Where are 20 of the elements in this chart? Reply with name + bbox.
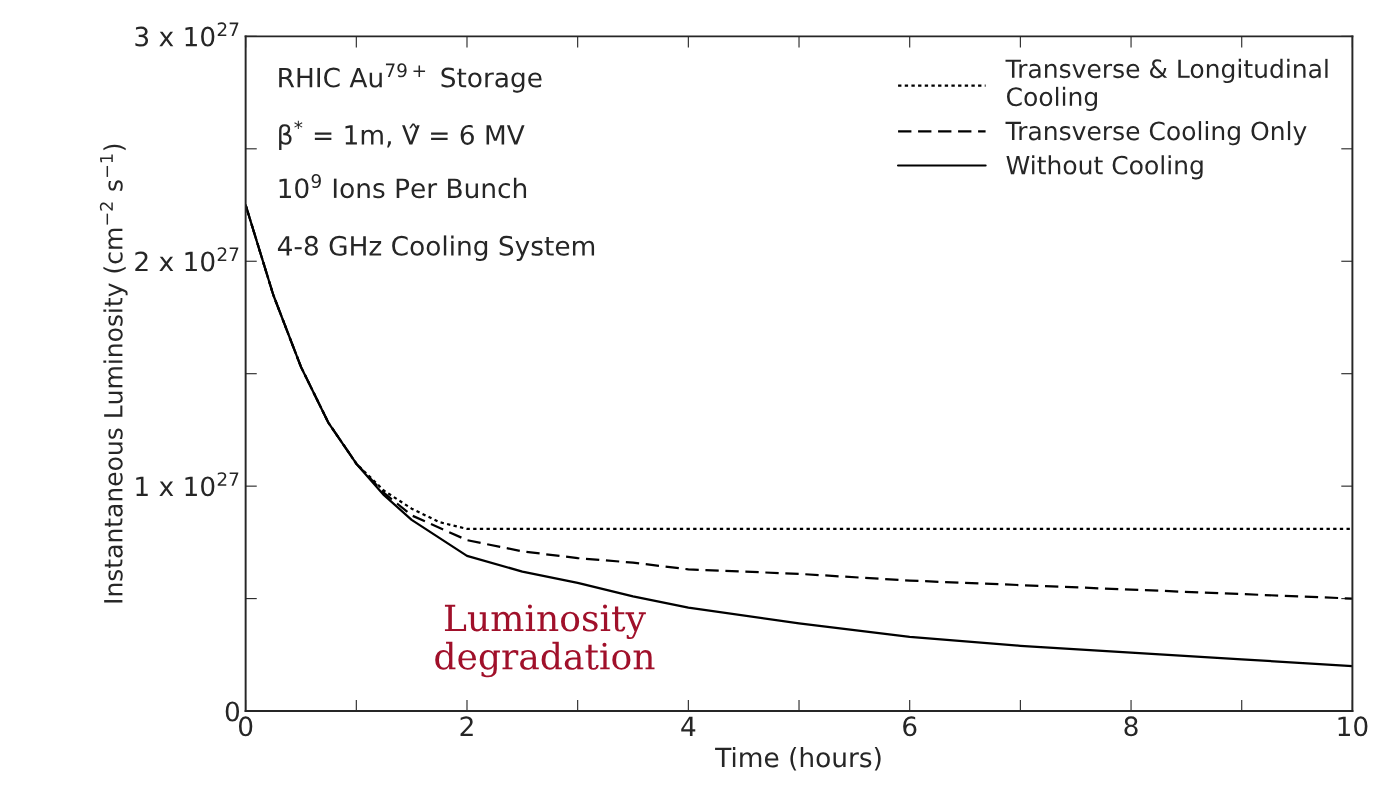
x-tick-label: 10: [1338, 716, 1368, 737]
annotation: 4-8 GHz Cooling System: [277, 235, 595, 261]
legend-label: Without Cooling: [1006, 155, 1203, 180]
legend-label: Transverse & Longitudinal Cooling: [1005, 58, 1328, 112]
annotation: Luminosity degradation: [435, 604, 655, 678]
x-tick-label: 8: [1124, 716, 1138, 737]
x-tick-label: 0: [238, 716, 253, 737]
annotation: 10$^{9}$ Ions Per Bunch: [279, 174, 527, 199]
x-tick-label: 2: [460, 716, 473, 736]
y-tick-label: 2 x 10$^{27}$: [135, 247, 239, 272]
annotation: β$^{*}$ = 1m, V̂ = 6 MV: [279, 120, 525, 150]
y-tick-label: 1 x 10$^{27}$: [136, 472, 239, 497]
y-axis-title: Instantaneous Luminosity (cm$^{−2}$ s$^{−1}$): [99, 144, 128, 603]
y-tick-label: 0: [225, 701, 240, 722]
x-tick-label: 6: [903, 716, 917, 737]
x-axis-title: Time (hours): [715, 747, 881, 771]
legend-label: Transverse Cooling Only: [1005, 121, 1307, 146]
annotation: RHIC Au$^{79+}$ Storage: [279, 63, 542, 93]
y-tick-label: 3 x 10$^{27}$: [135, 22, 239, 47]
x-tick-label: 4: [681, 716, 696, 736]
